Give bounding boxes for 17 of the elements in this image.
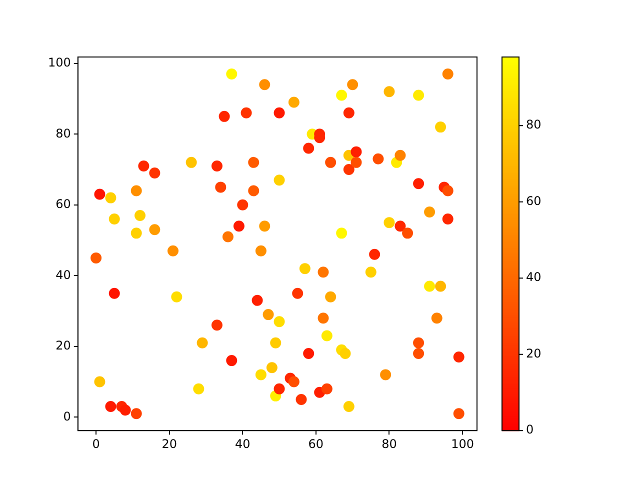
x-tick-label: 80 [382, 436, 397, 451]
y-tick-label: 20 [56, 338, 71, 353]
color-bar-label: 80 [526, 118, 542, 132]
x-tick-label: 60 [308, 436, 324, 451]
color-bar-label: 40 [526, 270, 542, 284]
color-bar-label: 0 [526, 422, 534, 437]
y-tick-label: 0 [63, 409, 71, 424]
x-tick-label: 40 [234, 436, 250, 451]
x-tick-label: 0 [92, 436, 100, 451]
y-tick-label: 40 [56, 268, 71, 282]
y-tick-label: 60 [56, 197, 71, 212]
y-tick-label: 100 [48, 55, 71, 70]
x-tick-label: 100 [451, 436, 474, 451]
x-tick-label: 20 [162, 436, 177, 451]
y-tick-label: 80 [56, 126, 71, 140]
color-bar-label: 20 [526, 346, 542, 360]
color-bar-label: 60 [526, 194, 542, 208]
